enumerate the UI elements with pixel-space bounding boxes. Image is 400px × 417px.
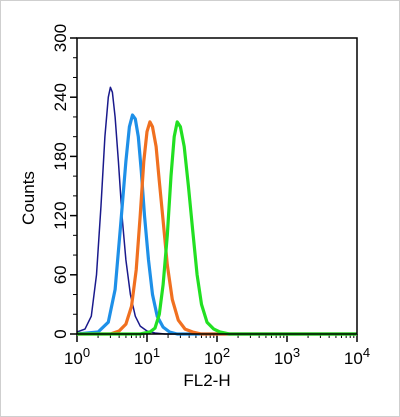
y-tick-label: 120 [51,201,70,229]
x-tick-label: 103 [274,345,300,368]
histogram-series-1 [76,86,357,335]
histogram-series-3 [77,120,357,336]
x-tick-labels: 100 101 102 103 104 [64,345,370,368]
y-axis-title: Counts [19,171,38,225]
x-tick-label: 102 [204,345,230,368]
x-tick-label: 101 [134,345,160,368]
y-tick-label: 180 [51,142,70,170]
x-tick-label: 100 [64,345,90,368]
x-tick-label: 104 [344,345,370,368]
y-tick-label: 60 [51,265,70,284]
x-axis-title: FL2-H [183,371,230,390]
histogram-series-2 [76,113,357,336]
histogram-series-4 [77,120,357,336]
y-tick-labels: 0 60 120 180 240 300 [51,24,70,339]
y-tick-label: 240 [51,83,70,111]
y-tick-label: 300 [51,24,70,52]
series-layer [76,86,357,336]
plot-area-border [76,37,358,335]
y-axis-ticks [70,37,77,335]
y-tick-label: 0 [51,329,70,338]
